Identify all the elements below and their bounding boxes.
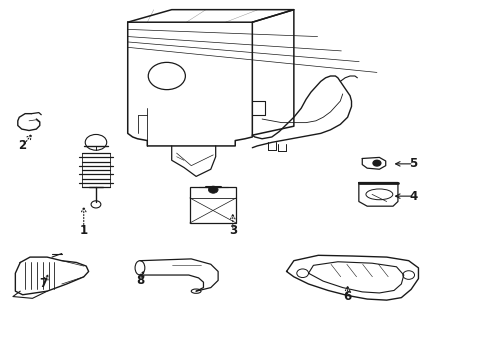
Bar [190,187,236,223]
Text: 5: 5 [410,157,417,170]
Text: 7: 7 [40,278,48,291]
Text: 1: 1 [80,224,88,237]
Text: 6: 6 [343,290,352,303]
Text: 3: 3 [229,224,237,237]
Circle shape [208,186,218,193]
Text: 2: 2 [19,139,27,152]
Circle shape [373,160,381,166]
Text: 4: 4 [410,190,417,203]
Text: 8: 8 [136,274,144,287]
